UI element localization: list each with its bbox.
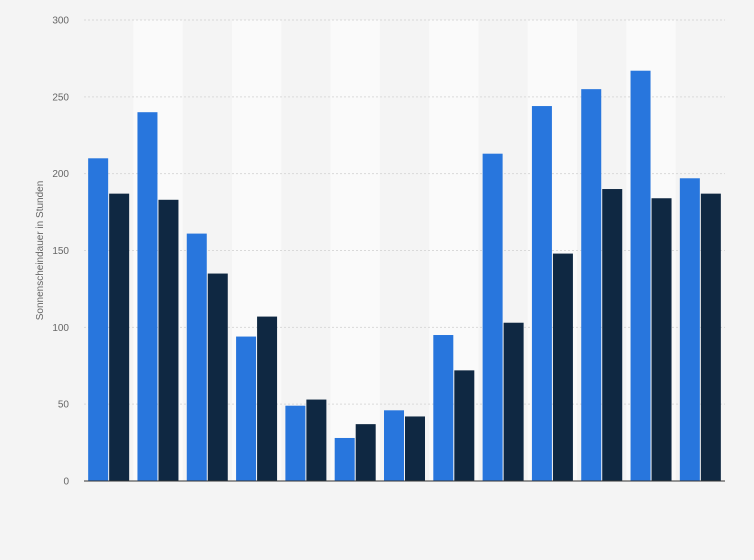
bar-series-1: [88, 158, 109, 482]
y-tick-label: 50: [58, 400, 70, 411]
bar-series-2: [207, 273, 228, 481]
bar-series-1: [285, 405, 306, 481]
y-tick-label: 0: [63, 477, 69, 488]
bar-series-2: [700, 193, 721, 482]
y-tick-label: 200: [52, 169, 69, 180]
y-tick-label: 250: [52, 92, 69, 103]
bar-series-1: [334, 437, 355, 481]
y-axis-title: Sonnenscheindauer in Stunden: [35, 181, 46, 321]
bar-series-2: [552, 253, 573, 481]
bar-series-1: [137, 112, 158, 481]
bar-series-2: [109, 193, 130, 482]
bar-series-2: [454, 370, 475, 481]
bar-series-2: [503, 322, 524, 481]
bar-series-2: [306, 399, 327, 481]
bar-series-1: [581, 89, 602, 482]
bar-series-2: [651, 198, 672, 481]
bar-series-1: [679, 178, 700, 481]
y-tick-label: 300: [52, 16, 69, 27]
bar-series-1: [433, 335, 454, 481]
y-tick-label: 100: [52, 323, 69, 334]
bar-series-2: [405, 416, 425, 481]
bar-series-2: [355, 424, 376, 481]
category-band: [330, 20, 380, 481]
bar-series-1: [630, 70, 651, 482]
bar-series-1: [384, 410, 404, 481]
y-axis-ticks: 0 50 100 150 200 250 300: [52, 16, 69, 488]
bar-series-1: [236, 336, 257, 481]
bar-series-1: [186, 233, 207, 481]
bars: [88, 70, 721, 482]
bar-series-1: [482, 153, 503, 481]
bar-series-2: [158, 199, 179, 482]
gridlines: [84, 19, 725, 405]
bar-series-1: [531, 106, 552, 481]
y-tick-label: 150: [52, 246, 69, 257]
bar-series-2: [602, 189, 623, 482]
bar-series-2: [257, 316, 278, 481]
